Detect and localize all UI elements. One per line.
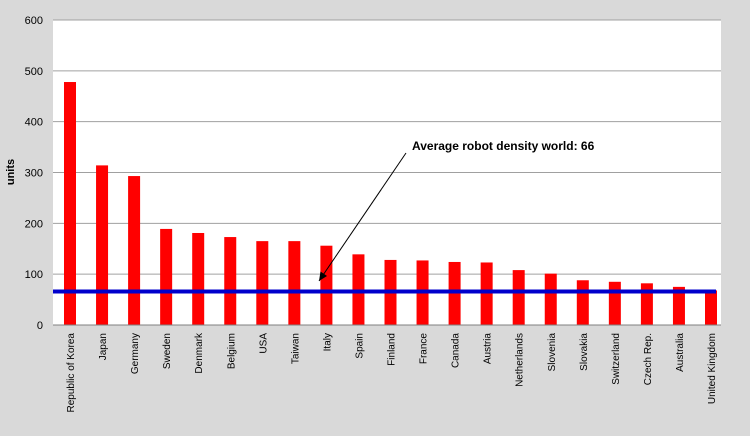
y-tick-label: 600 [25, 15, 43, 27]
x-tick-label: Republic of Korea [66, 333, 77, 413]
bar [448, 261, 461, 325]
x-tick-label: Belgium [226, 333, 237, 369]
x-tick-label: Germany [130, 333, 141, 374]
y-tick-label: 0 [37, 320, 43, 332]
bar [672, 286, 685, 325]
x-tick-label: Taiwan [290, 333, 301, 364]
x-tick-label: Czech Rep. [643, 333, 654, 385]
x-tick-label: Australia [675, 333, 686, 372]
y-tick-label: 300 [25, 168, 43, 180]
x-tick-label: Canada [451, 333, 462, 368]
bar [192, 232, 205, 325]
bar [64, 82, 76, 326]
y-tick-label: 200 [25, 218, 43, 230]
x-tick-label: France [419, 333, 430, 365]
x-tick-label: Slovenia [547, 333, 558, 372]
x-tick-labels: Republic of Korea Japan Germany Sweden Denma… [66, 332, 718, 412]
bar [320, 245, 333, 325]
bar [512, 270, 525, 325]
y-tick-label: 100 [25, 269, 43, 281]
x-tick-label: Denmark [194, 332, 205, 374]
bar [128, 176, 141, 325]
bar [640, 283, 653, 325]
annotation-text: Average robot density world: 66 [412, 139, 595, 153]
x-tick-label: Japan [98, 333, 109, 360]
bar [608, 281, 621, 325]
y-axis-label: units [5, 159, 17, 185]
bar [576, 280, 589, 325]
bar [544, 273, 557, 325]
x-tick-label: Sweden [162, 333, 173, 369]
bar [160, 228, 173, 325]
x-tick-label: Switzerland [611, 333, 622, 385]
annotation-arrow [318, 152, 407, 282]
bar [96, 165, 109, 325]
x-tick-label: Netherlands [515, 333, 526, 387]
bar [256, 241, 269, 325]
bar [705, 290, 717, 325]
bar [480, 262, 493, 325]
bar [288, 241, 301, 325]
x-tick-label: USA [258, 333, 269, 354]
x-tick-label: Spain [354, 333, 365, 359]
y-tick-labels: 0 100 200 300 400 500 600 [25, 15, 43, 332]
x-tick-label: Austria [483, 333, 494, 365]
x-tick-label: Finland [387, 333, 398, 366]
x-tick-label: Slovakia [579, 333, 590, 371]
bar [224, 237, 237, 325]
annotation-arrowhead [319, 271, 327, 281]
x-tick-label: Italy [322, 333, 333, 351]
y-tick-label: 500 [25, 66, 43, 78]
y-tick-label: 400 [25, 117, 43, 129]
x-tick-label: United Kingdom [707, 333, 718, 404]
